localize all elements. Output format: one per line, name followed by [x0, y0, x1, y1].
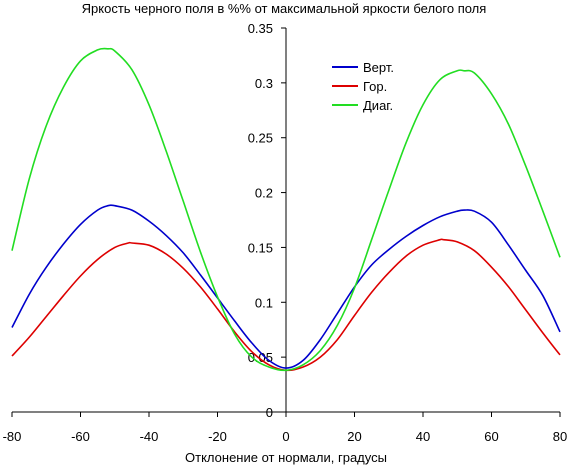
y-tick-label: 0 [266, 405, 273, 420]
y-tick-label: 0.15 [248, 240, 273, 255]
legend: Верт. Гор. Диаг. [332, 60, 394, 113]
legend-item-hor: Гор. [332, 79, 387, 94]
axes [11, 27, 561, 417]
legend-label: Гор. [363, 79, 387, 94]
series-line-diag [11, 47, 561, 372]
x-tick-label: -20 [208, 429, 227, 444]
x-tick-label: 60 [484, 429, 498, 444]
x-tick-label: -80 [3, 429, 22, 444]
chart-title: Яркость черного поля в %% от максимально… [82, 1, 487, 16]
series-lines [11, 47, 561, 372]
x-axis-label: Отклонение от нормали, градусы [185, 450, 387, 465]
series-line-vert [11, 204, 561, 369]
x-tick-labels: -80 -60 -40 -20 0 20 40 60 80 [3, 429, 568, 444]
x-tick-label: 20 [347, 429, 361, 444]
y-tick-label: 0.3 [255, 76, 273, 91]
legend-label: Верт. [363, 60, 394, 75]
y-tick-label: 0.2 [255, 186, 273, 201]
y-tick-label: 0.35 [248, 21, 273, 36]
legend-item-diag: Диаг. [332, 98, 393, 113]
x-tick-label: 80 [553, 429, 567, 444]
x-tick-label: 0 [282, 429, 289, 444]
y-tick-labels: 00.050.10.150.20.250.30.35 [248, 21, 273, 420]
y-tick-label: 0.1 [255, 295, 273, 310]
legend-item-vert: Верт. [332, 60, 394, 75]
x-tick-label: -40 [140, 429, 159, 444]
legend-label: Диаг. [363, 98, 393, 113]
x-tick-label: 40 [416, 429, 430, 444]
x-tick-label: -60 [71, 429, 90, 444]
y-tick-label: 0.25 [248, 131, 273, 146]
